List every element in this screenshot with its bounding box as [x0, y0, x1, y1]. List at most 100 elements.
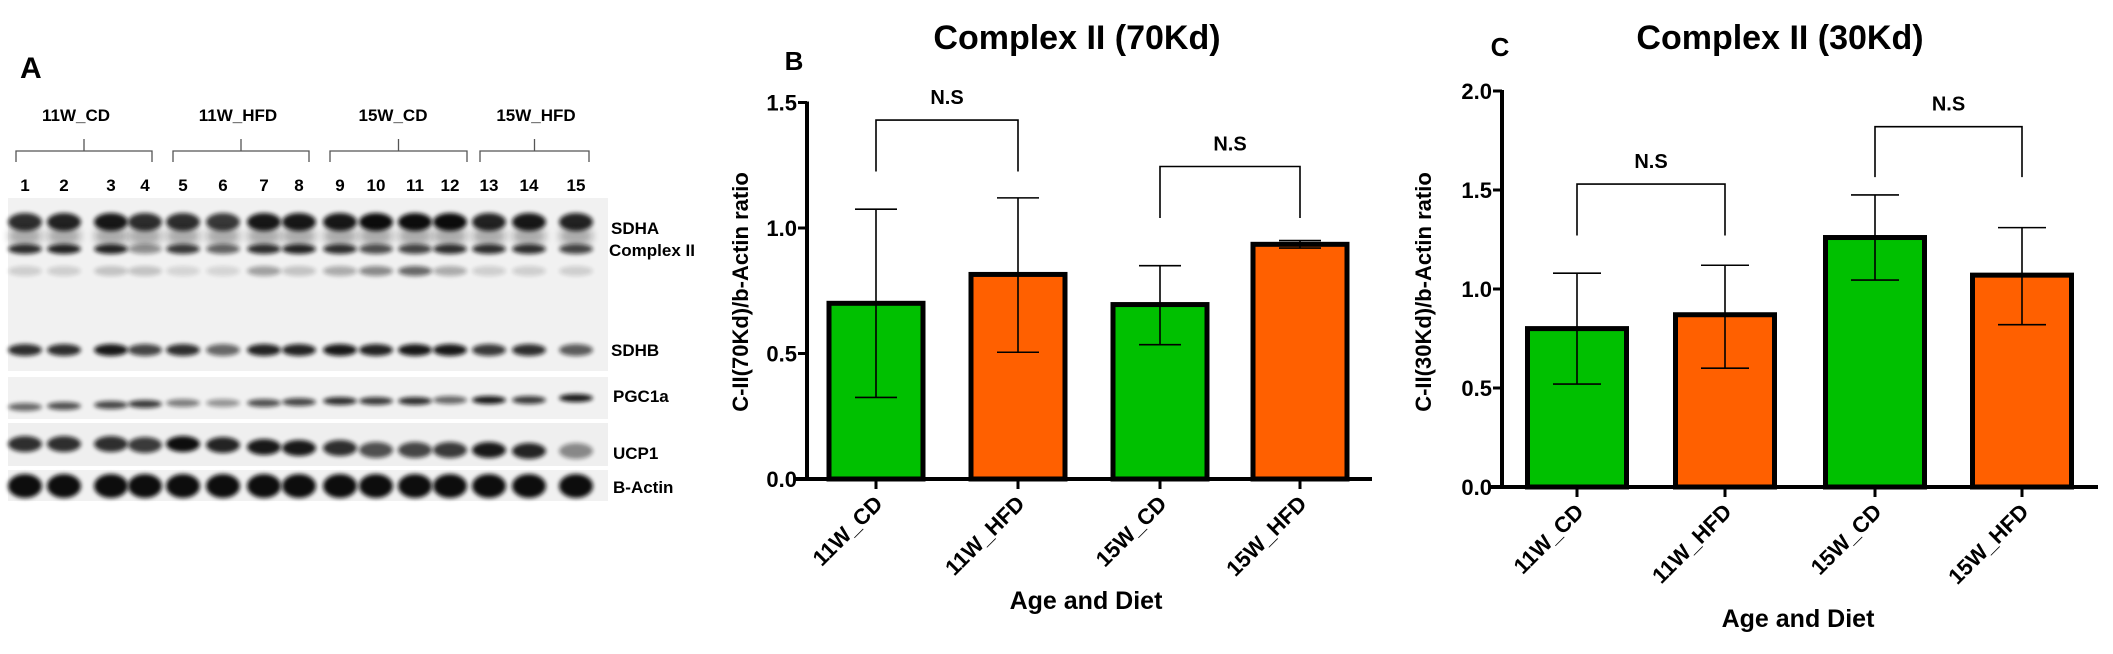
band-faint — [433, 266, 467, 276]
band-bactin — [247, 474, 281, 498]
band-complex-ii-lower — [282, 244, 316, 254]
panel-label-c: C — [1491, 32, 1510, 62]
band-label-pgc1a: PGC1a — [613, 387, 669, 406]
band-faint — [398, 266, 432, 276]
band-complex-ii-lower — [94, 244, 128, 254]
blot-bands — [8, 213, 593, 498]
band-complex-ii-lower — [559, 244, 593, 254]
band-sdha — [128, 213, 162, 231]
y-tick-label: 0.5 — [766, 342, 797, 367]
band-bactin — [166, 474, 200, 498]
band-bactin — [47, 474, 81, 498]
band-smear — [433, 226, 467, 246]
band-sdha — [247, 213, 281, 231]
band-smear — [512, 226, 546, 246]
band-smear — [47, 226, 81, 246]
lane-number: 8 — [294, 176, 303, 195]
band-ucp1 — [94, 436, 128, 452]
band-sdha — [323, 213, 357, 231]
band-smear — [247, 226, 281, 246]
x-axis-label: Age and Diet — [1722, 605, 1875, 633]
band-sdhb — [206, 344, 240, 356]
band-bactin — [206, 474, 240, 498]
band-faint — [94, 266, 128, 276]
band-smear — [206, 226, 240, 246]
lane-number: 5 — [178, 176, 187, 195]
band-sdhb — [247, 344, 281, 356]
group-label: 15W_HFD — [496, 106, 575, 125]
band-complex-ii-lower — [47, 244, 81, 254]
lane-number: 6 — [218, 176, 227, 195]
lane-number: 15 — [567, 176, 586, 195]
band-sdhb — [94, 344, 128, 356]
lane-number: 10 — [367, 176, 386, 195]
band-label-complex-ii: Complex II — [609, 241, 695, 260]
lane-number: 1 — [20, 176, 29, 195]
band-bactin — [94, 474, 128, 498]
band-faint — [559, 266, 593, 276]
band-complex-ii-lower — [512, 244, 546, 254]
band-ucp1 — [433, 442, 467, 458]
band-sdhb — [8, 344, 42, 356]
band-bactin — [128, 474, 162, 498]
western-blot-panel: A 11W_CD 11W_HFD 15W_CD 15W_HFD 1 2 3 4 5 6 7 8 9 10… — [8, 52, 695, 501]
lane-number: 14 — [520, 176, 539, 195]
error-bar — [1139, 264, 1181, 346]
band-faint — [323, 266, 357, 276]
band-faint — [359, 266, 393, 276]
y-tick-label: 1.0 — [1461, 277, 1492, 302]
band-sdhb — [433, 344, 467, 356]
band-label-ucp1: UCP1 — [613, 444, 658, 463]
error-bar — [1553, 272, 1601, 385]
x-tick-label: 11W_HFD — [1647, 499, 1736, 588]
band-ucp1 — [128, 437, 162, 453]
significance-label: N.S — [1932, 94, 1965, 116]
band-complex-ii-lower — [472, 244, 506, 254]
bar-chart-complex-ii-30kd: C Complex II (30Kd) C-II(30Kd)/b-Actin r… — [1411, 19, 2098, 633]
band-pgc1a — [8, 403, 42, 411]
band-complex-ii-lower — [398, 244, 432, 254]
band-pgc1a — [206, 399, 240, 407]
membrane-pgc1a — [8, 377, 608, 419]
band-smear — [559, 226, 593, 246]
band-ucp1 — [398, 442, 432, 458]
y-tick-label: 0.0 — [766, 467, 797, 492]
band-ucp1 — [359, 442, 393, 458]
band-faint — [282, 266, 316, 276]
x-tick-label: 11W_CD — [808, 491, 888, 571]
band-faint — [472, 266, 506, 276]
error-bar — [1998, 226, 2046, 326]
lane-numbers: 1 2 3 4 5 6 7 8 9 10 11 12 13 14 15 — [20, 176, 585, 195]
significance-bracket — [1576, 183, 1726, 236]
group-bracket — [479, 139, 590, 162]
band-pgc1a — [47, 402, 81, 410]
band-sdha — [206, 213, 240, 231]
plot-area: 0.0 0.5 1.0 1.5 11W_CD 11W_HFD 15W_CD 15W_HFD N.… — [766, 87, 1372, 581]
band-pgc1a — [282, 398, 316, 406]
y-tick-label: 0.5 — [1461, 376, 1492, 401]
band-smear — [8, 226, 42, 246]
error-bar — [1851, 194, 1899, 281]
lane-number: 9 — [335, 176, 344, 195]
band-ucp1 — [559, 443, 593, 459]
band-complex-ii-lower — [433, 244, 467, 254]
band-smear — [94, 226, 128, 246]
band-ucp1 — [206, 437, 240, 453]
band-sdha — [166, 213, 200, 231]
band-faint — [247, 266, 281, 276]
significance-bracket — [1159, 165, 1301, 218]
y-tick-label: 1.0 — [766, 216, 797, 241]
y-tick-label: 2.0 — [1461, 79, 1492, 104]
band-pgc1a — [433, 396, 467, 404]
band-bactin — [8, 474, 42, 498]
band-ucp1 — [166, 436, 200, 452]
band-sdhb — [128, 344, 162, 356]
band-pgc1a — [512, 396, 546, 404]
lane-number: 7 — [259, 176, 268, 195]
significance-label: N.S — [930, 87, 963, 109]
lane-number: 11 — [406, 176, 424, 195]
band-faint — [206, 266, 240, 276]
band-sdha — [559, 213, 593, 231]
band-bactin — [323, 474, 357, 498]
